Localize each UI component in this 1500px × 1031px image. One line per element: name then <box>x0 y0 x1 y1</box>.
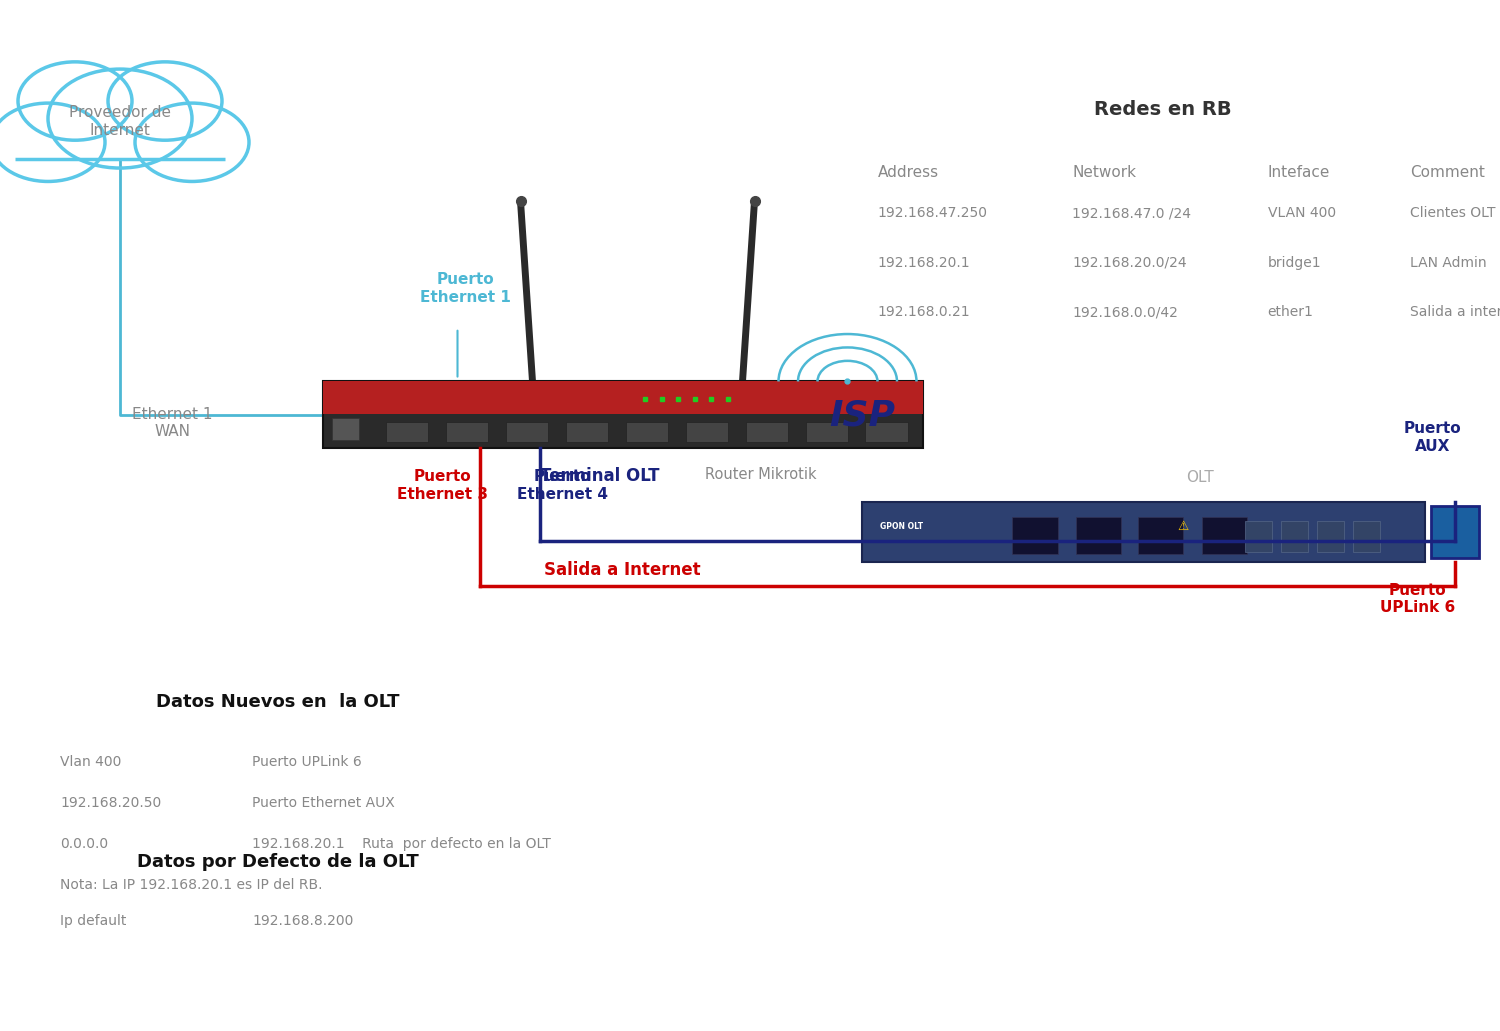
FancyBboxPatch shape <box>1281 521 1308 552</box>
Text: Ip default: Ip default <box>60 914 126 929</box>
FancyBboxPatch shape <box>1076 517 1120 554</box>
FancyBboxPatch shape <box>322 381 922 413</box>
Text: 0.0.0.0: 0.0.0.0 <box>60 837 108 852</box>
FancyBboxPatch shape <box>1202 517 1246 554</box>
Text: Proveedor de
Internet: Proveedor de Internet <box>69 105 171 138</box>
Text: 192.168.20.1: 192.168.20.1 <box>878 256 971 270</box>
Circle shape <box>48 69 192 168</box>
FancyBboxPatch shape <box>322 381 922 448</box>
Text: Puerto
Ethernet 4: Puerto Ethernet 4 <box>518 469 608 501</box>
Circle shape <box>108 62 222 140</box>
Text: Puerto
Ethernet 1: Puerto Ethernet 1 <box>420 272 510 305</box>
Text: ISP: ISP <box>830 399 896 433</box>
FancyBboxPatch shape <box>1317 521 1344 552</box>
Circle shape <box>0 103 105 181</box>
Text: 192.168.47.250: 192.168.47.250 <box>878 206 987 221</box>
Text: Ethernet 1
WAN: Ethernet 1 WAN <box>132 406 213 439</box>
Text: OLT: OLT <box>1186 469 1214 485</box>
Text: 192.168.20.0/24: 192.168.20.0/24 <box>1072 256 1186 270</box>
FancyBboxPatch shape <box>1013 517 1058 554</box>
Text: ⚠: ⚠ <box>1178 520 1188 533</box>
Circle shape <box>135 103 249 181</box>
Text: ether1: ether1 <box>1268 305 1314 320</box>
FancyBboxPatch shape <box>566 422 608 442</box>
Text: Puerto UPLink 6: Puerto UPLink 6 <box>252 755 362 769</box>
Text: LAN Admin: LAN Admin <box>1410 256 1486 270</box>
Circle shape <box>18 62 132 140</box>
FancyBboxPatch shape <box>626 422 668 442</box>
Text: Network: Network <box>1072 165 1137 180</box>
FancyBboxPatch shape <box>386 422 427 442</box>
Text: Address: Address <box>878 165 939 180</box>
FancyBboxPatch shape <box>1138 517 1184 554</box>
FancyBboxPatch shape <box>1353 521 1380 552</box>
FancyBboxPatch shape <box>806 422 847 442</box>
Text: Router Mikrotik: Router Mikrotik <box>705 467 816 483</box>
Text: Salida a Internet: Salida a Internet <box>544 562 700 579</box>
FancyBboxPatch shape <box>12 119 228 160</box>
Text: Comment: Comment <box>1410 165 1485 180</box>
FancyBboxPatch shape <box>746 422 788 442</box>
FancyBboxPatch shape <box>506 422 548 442</box>
Text: Salida a internet: Salida a internet <box>1410 305 1500 320</box>
Text: 192.168.47.0 /24: 192.168.47.0 /24 <box>1072 206 1191 221</box>
FancyBboxPatch shape <box>446 422 488 442</box>
Text: Puerto Ethernet AUX: Puerto Ethernet AUX <box>252 796 394 810</box>
FancyBboxPatch shape <box>865 422 907 442</box>
Text: GPON OLT: GPON OLT <box>880 522 924 531</box>
Text: 192.168.0.21: 192.168.0.21 <box>878 305 971 320</box>
Text: VLAN 400: VLAN 400 <box>1268 206 1335 221</box>
Text: 192.168.8.200: 192.168.8.200 <box>252 914 354 929</box>
Text: Datos por Defecto de la OLT: Datos por Defecto de la OLT <box>136 854 419 871</box>
Text: Clientes OLT: Clientes OLT <box>1410 206 1496 221</box>
Text: 192.168.20.50: 192.168.20.50 <box>60 796 162 810</box>
Text: Redes en RB: Redes en RB <box>1094 100 1232 119</box>
Text: 192.168.20.1    Ruta  por defecto en la OLT: 192.168.20.1 Ruta por defecto en la OLT <box>252 837 550 852</box>
FancyBboxPatch shape <box>1431 506 1479 558</box>
FancyBboxPatch shape <box>862 502 1425 562</box>
Text: Puerto
AUX: Puerto AUX <box>1404 422 1461 454</box>
Text: bridge1: bridge1 <box>1268 256 1322 270</box>
Text: Puerto
UPLink 6: Puerto UPLink 6 <box>1380 583 1455 614</box>
FancyBboxPatch shape <box>686 422 728 442</box>
FancyBboxPatch shape <box>1245 521 1272 552</box>
Text: Terminal OLT: Terminal OLT <box>540 467 660 485</box>
FancyBboxPatch shape <box>332 418 358 440</box>
Text: Nota: La IP 192.168.20.1 es IP del RB.: Nota: La IP 192.168.20.1 es IP del RB. <box>60 878 322 893</box>
Text: Inteface: Inteface <box>1268 165 1330 180</box>
Text: 192.168.0.0/42: 192.168.0.0/42 <box>1072 305 1179 320</box>
Text: Datos Nuevos en  la OLT: Datos Nuevos en la OLT <box>156 694 399 711</box>
Text: Vlan 400: Vlan 400 <box>60 755 122 769</box>
Text: Puerto
Ethernet 3: Puerto Ethernet 3 <box>398 469 488 501</box>
